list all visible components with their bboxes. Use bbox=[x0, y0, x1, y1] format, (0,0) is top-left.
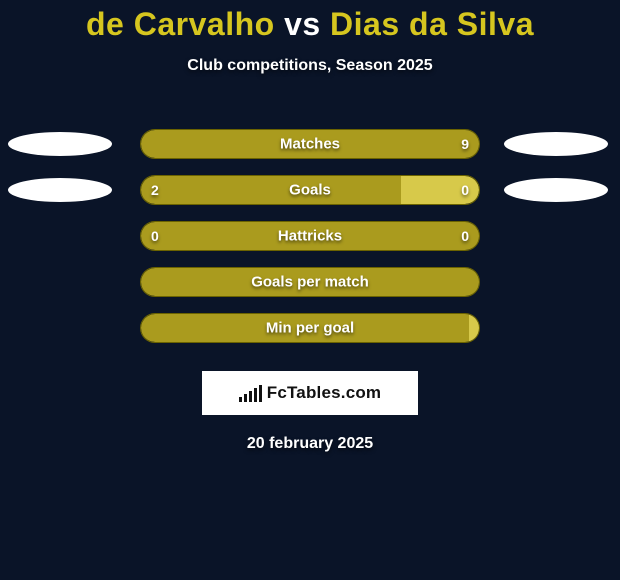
stat-label: Goals bbox=[289, 182, 331, 199]
logo-barlet bbox=[249, 391, 252, 402]
stat-value-right: 0 bbox=[461, 228, 469, 244]
stat-bar: Hattricks 0 0 bbox=[140, 221, 480, 251]
stat-value-left: 0 bbox=[151, 228, 159, 244]
stat-label: Goals per match bbox=[251, 274, 369, 291]
player2-name: Dias da Silva bbox=[330, 6, 534, 42]
stat-value-left: 2 bbox=[151, 182, 159, 198]
player1-name: de Carvalho bbox=[86, 6, 275, 42]
stat-bar: Min per goal bbox=[140, 313, 480, 343]
date-text: 20 february 2025 bbox=[0, 435, 620, 453]
player2-image-placeholder bbox=[504, 132, 608, 156]
stat-label: Matches bbox=[280, 136, 340, 153]
stat-value-right: 9 bbox=[461, 136, 469, 152]
stat-bar-right-segment bbox=[469, 314, 479, 342]
stat-row: Goals 2 0 bbox=[0, 167, 620, 213]
stat-row: Matches 9 bbox=[0, 121, 620, 167]
logo-barlet bbox=[244, 394, 247, 402]
stat-bar-left-segment bbox=[141, 176, 401, 204]
stat-label: Min per goal bbox=[266, 320, 354, 337]
vs-text: vs bbox=[284, 6, 321, 42]
player1-image-placeholder bbox=[8, 178, 112, 202]
logo-barlet bbox=[259, 385, 262, 402]
logo-barlet bbox=[239, 397, 242, 402]
player2-image-placeholder bbox=[504, 178, 608, 202]
logo-barlet bbox=[254, 388, 257, 402]
stat-row: Goals per match bbox=[0, 259, 620, 305]
stat-bar: Matches 9 bbox=[140, 129, 480, 159]
stat-bar: Goals 2 0 bbox=[140, 175, 480, 205]
comparison-title: de Carvalho vs Dias da Silva bbox=[0, 0, 620, 43]
stat-row: Hattricks 0 0 bbox=[0, 213, 620, 259]
player1-image-placeholder bbox=[8, 132, 112, 156]
logo-chart-icon bbox=[239, 384, 262, 402]
stat-row: Min per goal bbox=[0, 305, 620, 351]
logo-text: FcTables.com bbox=[267, 383, 382, 403]
stat-bar: Goals per match bbox=[140, 267, 480, 297]
fctables-logo: FcTables.com bbox=[202, 371, 418, 415]
stat-label: Hattricks bbox=[278, 228, 342, 245]
subtitle: Club competitions, Season 2025 bbox=[0, 57, 620, 75]
stats-container: Matches 9 Goals 2 0 Hattricks 0 0 Goals per matc… bbox=[0, 121, 620, 351]
stat-value-right: 0 bbox=[461, 182, 469, 198]
